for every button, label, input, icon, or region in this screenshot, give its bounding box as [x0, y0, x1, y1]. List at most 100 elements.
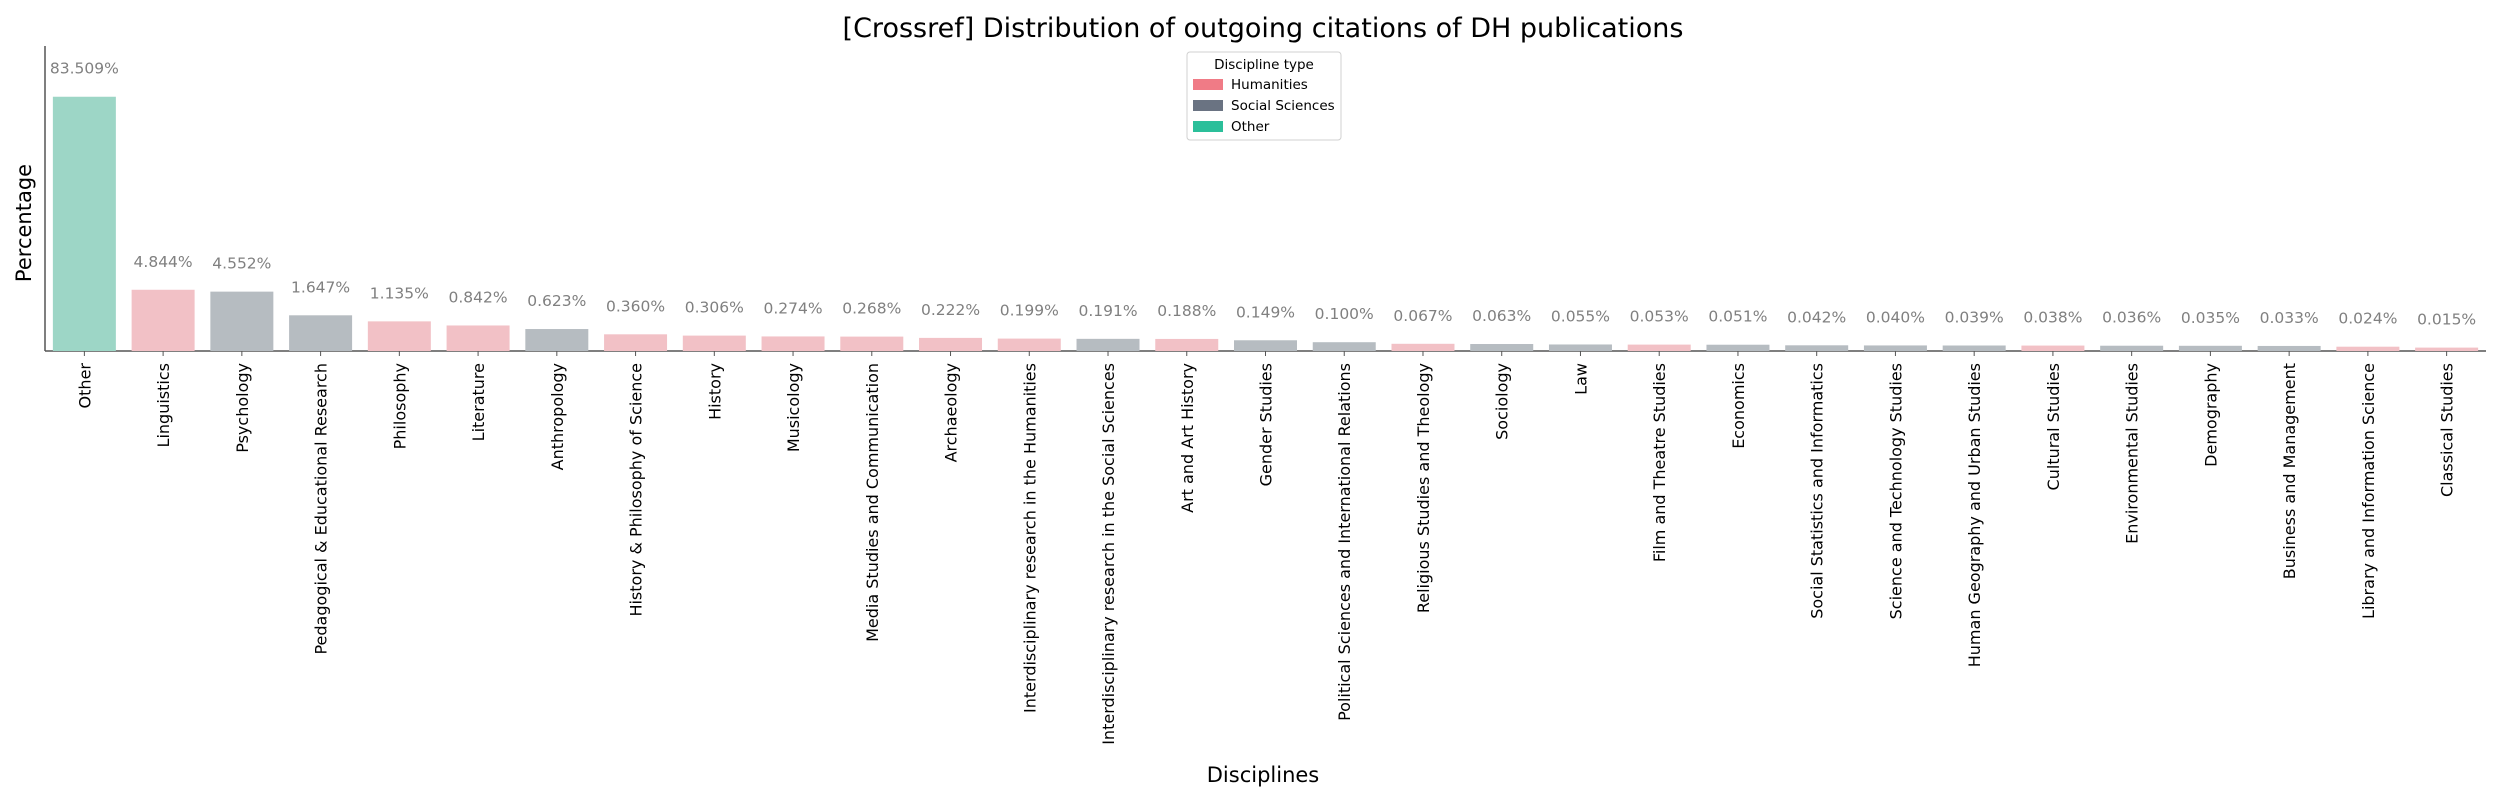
x-tick-label-gender-studies: Gender Studies [1257, 363, 1276, 486]
bar-business-and-management [2257, 345, 2321, 351]
data-label-media-studies-and-communication: 0.268% [842, 300, 901, 318]
x-axis-label: Disciplines [1207, 763, 1320, 787]
bar-anthropology [525, 329, 589, 351]
legend-label-other: Other [1231, 119, 1270, 135]
data-label-pedagogical-and-educational-research: 1.647% [291, 278, 350, 296]
bar-religious-studies-and-theology [1391, 343, 1455, 351]
bars-group: 83.509% Other 4.844% Linguistics 4.552% Psych… [50, 60, 2479, 745]
bar-pedagogical-and-educational-research [289, 315, 353, 351]
x-tick-label-literature: Literature [469, 363, 488, 441]
data-label-demography: 0.035% [2181, 309, 2240, 327]
bar-literature [446, 325, 510, 351]
data-label-sociology: 0.063% [1472, 307, 1531, 325]
bar-science-and-technology-studies [1863, 345, 1927, 351]
x-tick-label-media-studies-and-communication: Media Studies and Communication [863, 363, 882, 642]
bar-interdisciplinary-research-in-the-humanities [997, 338, 1061, 351]
data-label-history: 0.306% [685, 299, 744, 317]
bar-social-statistics-and-informatics [1785, 345, 1849, 351]
x-tick-label-environmental-studies: Environmental Studies [2123, 363, 2142, 544]
x-tick-label-science-and-technology-studies: Science and Technology Studies [1886, 363, 1905, 619]
x-tick-label-history: History [705, 363, 724, 420]
bar-political-sciences-and-international-relations [1312, 342, 1376, 351]
bar-archaeology [919, 337, 983, 351]
bar-interdisciplinary-research-in-the-social-sciences [1076, 338, 1140, 351]
bar-media-studies-and-communication [840, 336, 904, 351]
bar-film-and-theatre-studies [1627, 344, 1691, 351]
data-label-art-and-art-history: 0.188% [1157, 302, 1216, 320]
x-tick-label-economics: Economics [1729, 363, 1748, 449]
bar-philosophy [367, 321, 431, 351]
bar-history-and-philosophy-of-science [604, 334, 668, 351]
bar-library-and-information-science [2336, 346, 2400, 351]
x-tick-label-linguistics: Linguistics [154, 363, 173, 447]
bar-art-and-art-history [1155, 338, 1219, 351]
data-label-social-statistics-and-informatics: 0.042% [1787, 308, 1846, 326]
bar-linguistics [131, 289, 195, 351]
x-tick-label-philosophy: Philosophy [390, 363, 409, 449]
bar-musicology [761, 336, 825, 351]
x-tick-label-law: Law [1571, 363, 1590, 395]
bar-economics [1706, 344, 1770, 351]
bar-classical-studies [2415, 347, 2479, 351]
x-tick-label-sociology: Sociology [1493, 363, 1512, 440]
x-tick-label-religious-studies-and-theology: Religious Studies and Theology [1414, 363, 1433, 613]
x-tick-label-pedagogical-and-educational-research: Pedagogical & Educational Research [312, 363, 331, 655]
x-tick-label-cultural-studies: Cultural Studies [2044, 363, 2063, 490]
data-label-history-and-philosophy-of-science: 0.360% [606, 297, 665, 315]
data-label-environmental-studies: 0.036% [2102, 309, 2161, 327]
x-tick-label-business-and-management: Business and Management [2280, 363, 2299, 579]
bar-human-geography-and-urban-studies [1942, 345, 2006, 351]
legend-swatch-humanities [1193, 79, 1223, 90]
x-tick-label-musicology: Musicology [784, 363, 803, 452]
legend-label-humanities: Humanities [1231, 77, 1308, 93]
data-label-business-and-management: 0.033% [2260, 309, 2319, 327]
data-label-other: 83.509% [50, 60, 119, 78]
x-tick-label-library-and-information-science: Library and Information Science [2359, 363, 2378, 619]
data-label-classical-studies: 0.015% [2417, 311, 2476, 329]
data-label-linguistics: 4.844% [134, 253, 193, 271]
data-label-human-geography-and-urban-studies: 0.039% [1945, 309, 2004, 327]
data-label-film-and-theatre-studies: 0.053% [1630, 308, 1689, 326]
bar-law [1548, 344, 1612, 351]
x-tick-label-film-and-theatre-studies: Film and Theatre Studies [1650, 363, 1669, 562]
y-axis-label: Percentage [12, 164, 36, 282]
legend-label-social-sciences: Social Sciences [1231, 98, 1335, 114]
x-tick-label-anthropology: Anthropology [548, 363, 567, 470]
legend-frame [1186, 51, 1342, 141]
bar-psychology [210, 291, 274, 351]
data-label-musicology: 0.274% [763, 299, 822, 317]
bar-environmental-studies [2100, 345, 2164, 351]
x-tick-label-political-sciences-and-international-relations: Political Sciences and International Rel… [1335, 363, 1354, 721]
x-tick-label-history-and-philosophy-of-science: History & Philosophy of Science [627, 363, 646, 617]
x-tick-label-art-and-art-history: Art and Art History [1178, 363, 1197, 513]
x-tick-label-social-statistics-and-informatics: Social Statistics and Informatics [1808, 363, 1827, 619]
data-label-philosophy: 1.135% [370, 284, 429, 302]
bar-cultural-studies [2021, 345, 2085, 351]
bar-other [52, 96, 116, 351]
legend-swatch-other [1193, 121, 1223, 132]
data-label-political-sciences-and-international-relations: 0.100% [1315, 305, 1374, 323]
data-label-interdisciplinary-research-in-the-social-sciences: 0.191% [1078, 302, 1137, 320]
chart-title: [Crossref] Distribution of outgoing cita… [843, 13, 1684, 44]
x-tick-label-classical-studies: Classical Studies [2438, 363, 2457, 497]
data-label-religious-studies-and-theology: 0.067% [1393, 307, 1452, 325]
bar-gender-studies [1234, 340, 1297, 351]
x-tick-label-demography: Demography [2201, 363, 2220, 467]
x-tick-label-human-geography-and-urban-studies: Human Geography and Urban Studies [1965, 363, 1984, 667]
data-label-literature: 0.842% [449, 288, 508, 306]
data-label-archaeology: 0.222% [921, 301, 980, 319]
x-tick-label-archaeology: Archaeology [942, 363, 961, 462]
legend-title: Discipline type [1214, 57, 1314, 73]
data-label-psychology: 4.552% [212, 255, 271, 273]
data-label-anthropology: 0.623% [527, 292, 586, 310]
bar-sociology [1470, 344, 1534, 351]
data-label-interdisciplinary-research-in-the-humanities: 0.199% [1000, 302, 1059, 320]
data-label-gender-studies: 0.149% [1236, 303, 1295, 321]
legend: Discipline type Humanities Social Science… [1186, 51, 1342, 141]
data-label-economics: 0.051% [1708, 308, 1767, 326]
legend-swatch-social-sciences [1193, 100, 1223, 111]
bar-demography [2178, 345, 2242, 351]
data-label-cultural-studies: 0.038% [2023, 309, 2082, 327]
